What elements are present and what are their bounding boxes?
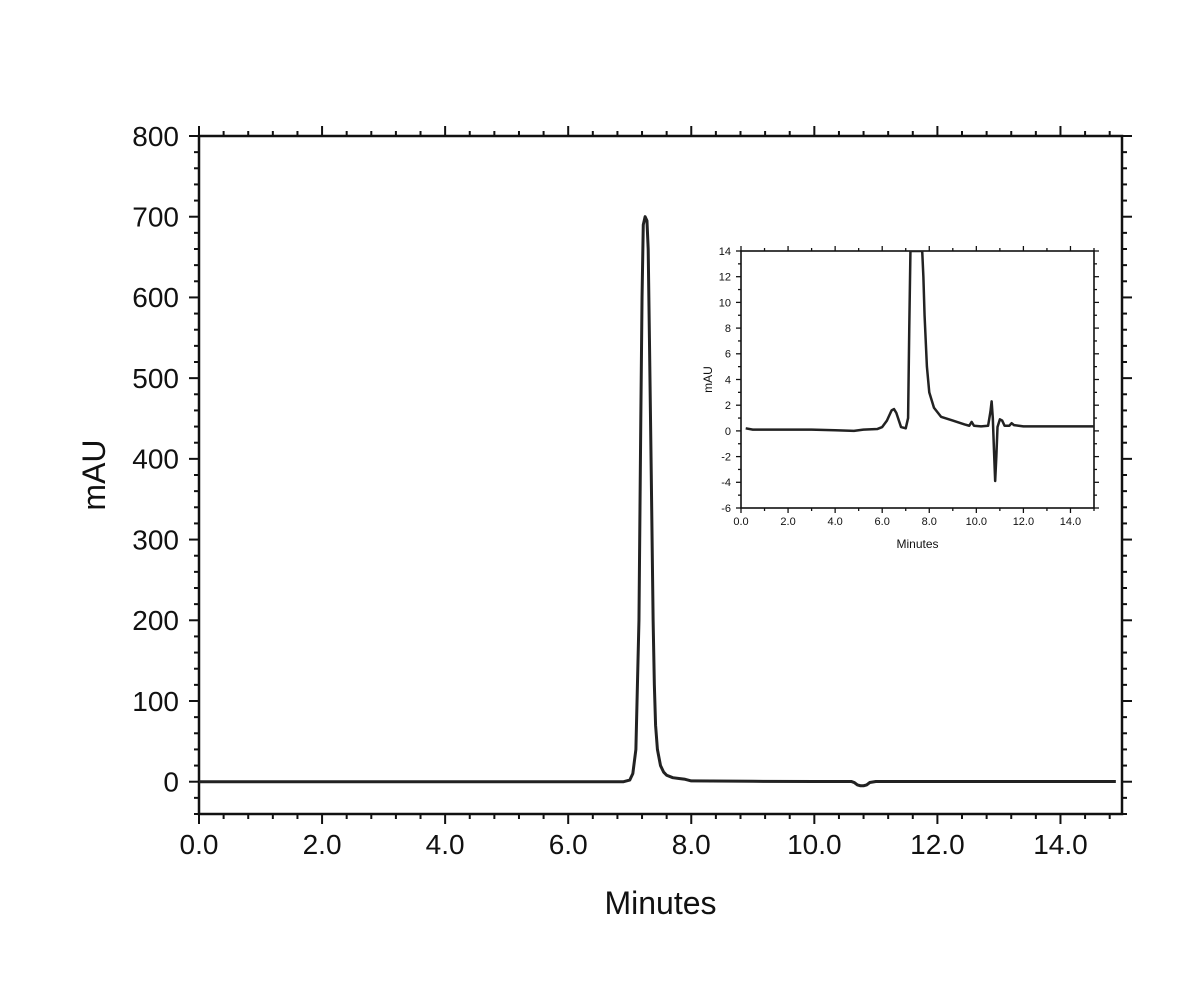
main-y-tick-label: 100 [132,686,179,717]
main-x-tick-label: 14.0 [1033,829,1088,860]
inset-y-tick-label: 4 [725,374,731,386]
main-x-tick-label: 4.0 [426,829,465,860]
inset-x-axis-title: Minutes [896,537,938,551]
inset-y-tick-label: 10 [719,297,731,309]
inset-x-tick-label: 6.0 [875,516,890,528]
inset-chart: 0.0 2.0 4.0 6.0 8.0 10.0 12.0 14.0 -6 -4 -2 0 2 4 6 8 10… [701,246,1099,551]
inset-y-tick-label: 14 [719,246,731,258]
inset-y-tick-label: -2 [721,451,731,463]
inset-x-tick-label: 14.0 [1060,516,1081,528]
inset-x-tick-label: 10.0 [966,516,987,528]
main-y-tick-label: 300 [132,524,179,555]
main-y-tick-label: 0 [163,767,179,798]
inset-x-tick-label: 0.0 [733,516,748,528]
inset-plot-frame [740,250,1095,509]
main-y-axis-title: mAU [76,439,112,510]
inset-x-tick-label: 4.0 [827,516,842,528]
inset-y-tick-label: 8 [725,323,731,335]
inset-y-tick-label: -4 [721,477,731,489]
main-x-tick-label: 2.0 [303,829,342,860]
inset-x-tick-label: 12.0 [1013,516,1034,528]
main-y-tick-label: 600 [132,282,179,313]
main-y-tick-label: 200 [132,605,179,636]
inset-y-tick-label: 12 [719,272,731,284]
main-x-tick-label: 8.0 [672,829,711,860]
inset-y-tick-label: -6 [721,503,731,515]
main-x-axis-title: Minutes [604,885,716,921]
main-y-tick-label: 400 [132,444,179,475]
main-x-tick-label: 0.0 [180,829,219,860]
main-plot-frame [197,134,1124,816]
inset-x-tick-label: 2.0 [780,516,795,528]
main-series-line [199,215,1116,788]
main-chart: 0.0 2.0 4.0 6.0 8.0 10.0 12.0 14.00100200300400… [76,121,1132,921]
inset-y-tick-label: 0 [725,426,731,438]
inset-x-tick-label: 8.0 [922,516,937,528]
main-x-tick-label: 6.0 [549,829,588,860]
main-x-tick-label: 10.0 [787,829,842,860]
main-y-tick-label: 800 [132,121,179,152]
main-x-tick-label: 12.0 [910,829,965,860]
inset-y-tick-label: 6 [725,349,731,361]
main-y-tick-label: 700 [132,202,179,233]
inset-y-tick-label: 2 [725,400,731,412]
inset-series-line [745,251,1094,483]
main-y-tick-label: 500 [132,363,179,394]
inset-y-axis-title: mAU [701,366,715,393]
